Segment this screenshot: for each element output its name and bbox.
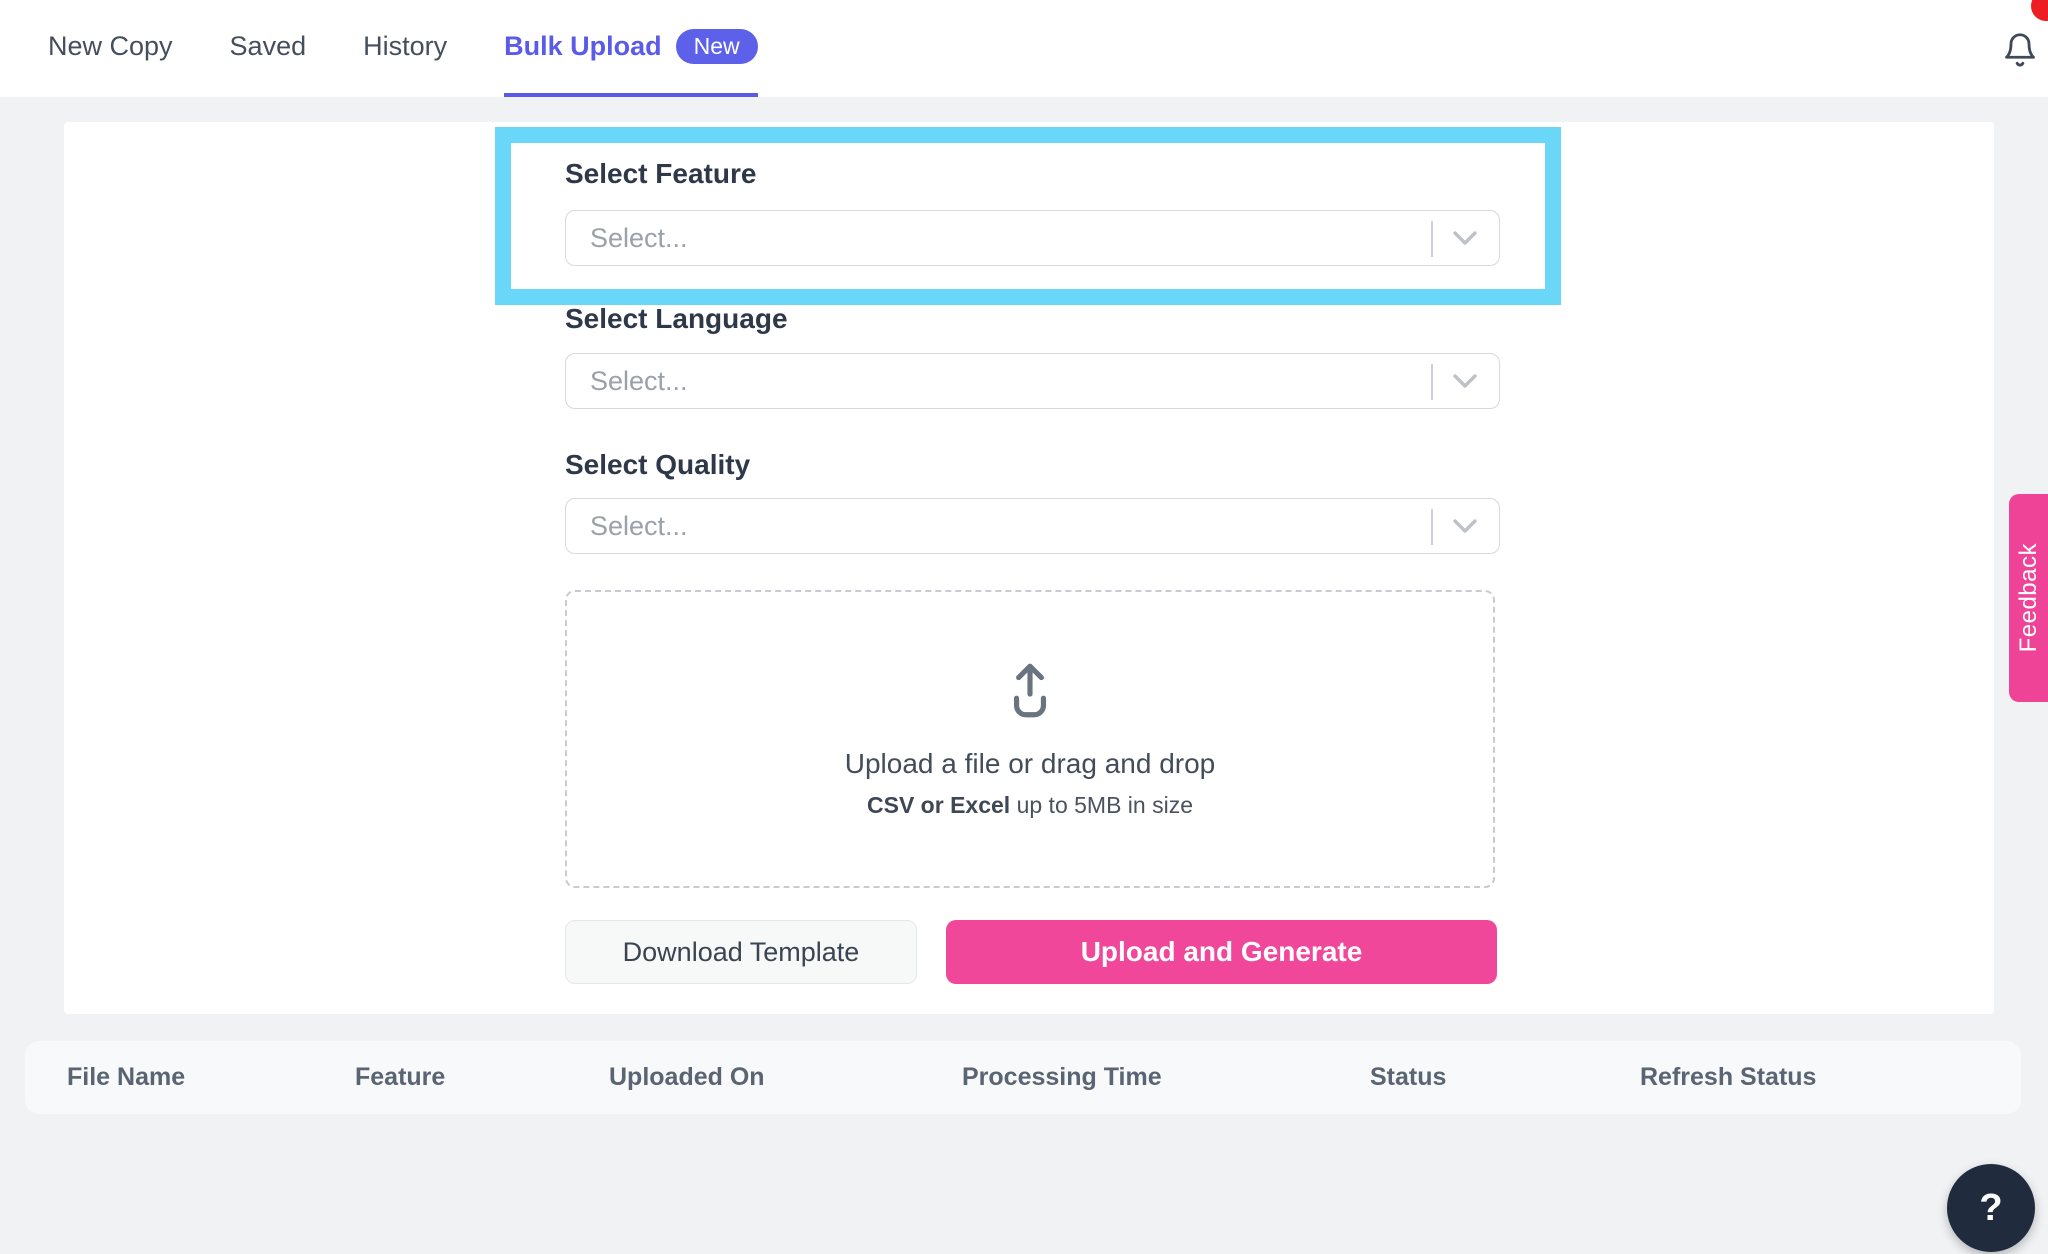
- file-dropzone[interactable]: Upload a file or drag and drop CSV or Ex…: [565, 590, 1495, 888]
- column-header-refresh-status: Refresh Status: [1640, 1063, 1817, 1091]
- tab-bulk-upload[interactable]: Bulk Upload New: [504, 0, 758, 97]
- feedback-tab[interactable]: Feedback: [2009, 494, 2048, 702]
- chevron-down-icon: [1451, 224, 1479, 252]
- select-quality-dropdown[interactable]: Select...: [565, 498, 1500, 554]
- help-button-label: ?: [1979, 1186, 2003, 1229]
- tab-saved[interactable]: Saved: [230, 0, 307, 97]
- select-placeholder: Select...: [590, 365, 688, 396]
- select-quality-label: Select Quality: [565, 449, 751, 480]
- download-template-button[interactable]: Download Template: [565, 920, 917, 984]
- select-placeholder: Select...: [590, 510, 688, 541]
- select-language-label: Select Language: [565, 303, 788, 334]
- column-header-processing-time: Processing Time: [962, 1063, 1162, 1091]
- tab-label: History: [363, 31, 448, 61]
- chevron-down-icon: [1451, 367, 1479, 395]
- upload-icon: [1001, 660, 1059, 722]
- column-header-feature: Feature: [355, 1063, 446, 1091]
- notification-dot: [2031, 0, 2048, 21]
- tab-history[interactable]: History: [363, 0, 447, 97]
- dropzone-hint: CSV or Excel up to 5MB in size: [867, 792, 1193, 819]
- help-button[interactable]: ?: [1947, 1164, 2035, 1252]
- select-language-dropdown[interactable]: Select...: [565, 353, 1500, 409]
- select-placeholder: Select...: [590, 222, 688, 253]
- chevron-down-icon: [1451, 512, 1479, 540]
- dropdown-divider: [1431, 509, 1433, 545]
- new-badge: New: [675, 29, 758, 64]
- bell-icon: [2002, 29, 2038, 69]
- tab-new-copy[interactable]: New Copy: [48, 0, 173, 97]
- tab-label: Bulk Upload: [504, 31, 662, 61]
- notification-bell-button[interactable]: [1998, 24, 2042, 74]
- feedback-tab-label: Feedback: [2014, 543, 2042, 653]
- select-feature-dropdown[interactable]: Select...: [565, 210, 1500, 266]
- tab-label: Saved: [229, 31, 307, 61]
- column-header-status: Status: [1370, 1063, 1447, 1091]
- tab-label: New Copy: [48, 31, 173, 61]
- column-header-uploaded-on: Uploaded On: [609, 1063, 765, 1091]
- top-nav-bar: New Copy Saved History Bulk Upload New: [0, 0, 2048, 97]
- upload-and-generate-button[interactable]: Upload and Generate: [946, 920, 1497, 984]
- dropzone-title: Upload a file or drag and drop: [844, 747, 1216, 779]
- uploads-table-header: File Name Feature Uploaded On Processing…: [25, 1041, 2021, 1114]
- dropzone-hint-bold: CSV or Excel: [867, 791, 1011, 818]
- select-feature-label: Select Feature: [565, 158, 757, 189]
- dropzone-hint-rest: up to 5MB in size: [1010, 791, 1193, 818]
- column-header-file-name: File Name: [67, 1063, 186, 1091]
- dropdown-divider: [1431, 364, 1433, 400]
- dropdown-divider: [1431, 221, 1433, 257]
